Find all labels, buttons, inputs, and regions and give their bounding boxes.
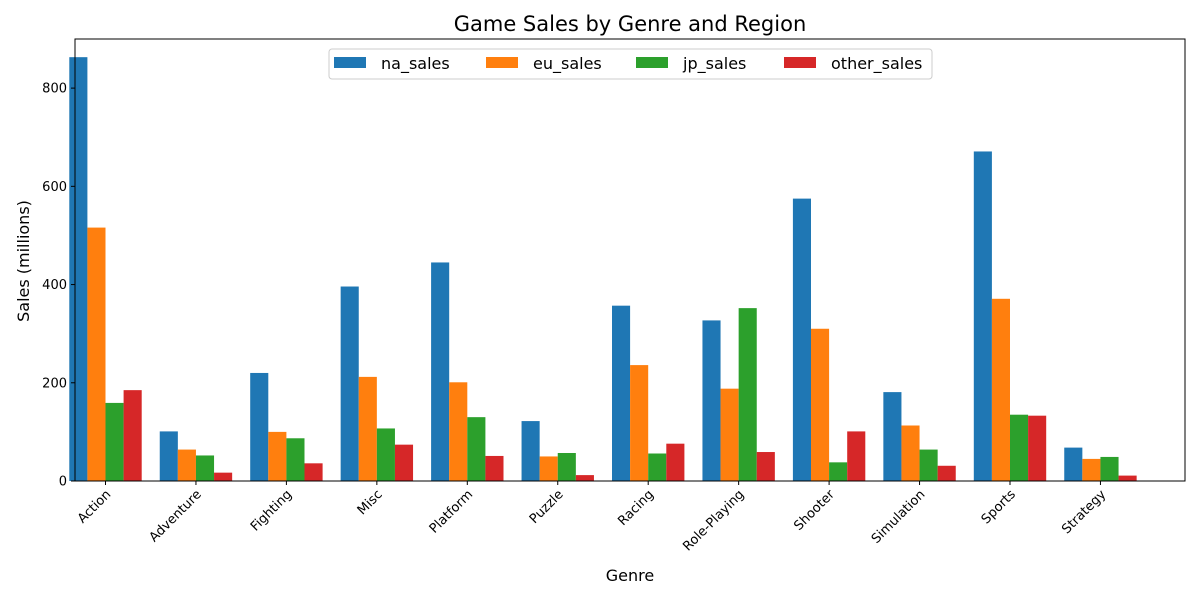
bar-other_sales-strategy [1118, 475, 1137, 481]
bar-na_sales-puzzle [521, 421, 540, 481]
legend-swatch-na_sales [334, 57, 366, 68]
x-axis: Action Adventure Fighting Misc Platform Puzzl… [75, 481, 1109, 554]
bar-eu_sales-adventure [177, 449, 196, 481]
bar-na_sales-platform [431, 262, 450, 481]
bar-jp_sales-role-playing [738, 308, 757, 481]
x-tick-label: Shooter [791, 487, 838, 534]
bar-other_sales-puzzle [575, 475, 594, 481]
x-tick-label: Adventure [147, 487, 205, 545]
bar-na_sales-strategy [1064, 447, 1083, 481]
x-tick-label: Fighting [248, 487, 295, 534]
x-tick-label: Sports [979, 487, 1019, 527]
bar-other_sales-fighting [304, 463, 323, 481]
bar-other_sales-adventure [214, 472, 233, 481]
bar-na_sales-action [69, 57, 88, 481]
y-tick-label: 800 [42, 82, 67, 97]
bar-jp_sales-shooter [829, 462, 848, 481]
y-tick-label: 600 [42, 180, 67, 195]
legend-label-eu_sales: eu_sales [533, 54, 602, 74]
x-tick-label: Platform [427, 487, 476, 536]
legend-swatch-other_sales [784, 57, 816, 68]
bar-jp_sales-fighting [286, 438, 305, 481]
legend-box [328, 48, 933, 80]
bar-other_sales-platform [485, 455, 504, 481]
bar-eu_sales-racing [630, 365, 649, 481]
legend-label-na_sales: na_sales [381, 54, 450, 74]
chart-title: Game Sales by Genre and Region [454, 12, 807, 36]
legend-label-jp_sales: jp_sales [682, 54, 746, 74]
legend-swatch-eu_sales [486, 57, 518, 68]
bar-eu_sales-platform [449, 382, 468, 481]
bar-other_sales-misc [394, 444, 414, 481]
legend-swatch-jp_sales [636, 57, 668, 68]
x-tick-label: Racing [615, 487, 657, 529]
bar-na_sales-misc [340, 286, 359, 481]
bar-jp_sales-action [105, 402, 124, 481]
bar-jp_sales-puzzle [557, 453, 576, 481]
bar-eu_sales-sports [991, 298, 1010, 481]
bar-jp_sales-adventure [195, 455, 215, 481]
x-tick-label: Role-Playing [680, 487, 747, 554]
x-tick-label: Misc [355, 487, 386, 518]
y-axis-label: Sales (millions) [14, 200, 33, 322]
legend-label-other_sales: other_sales [831, 54, 922, 74]
bar-jp_sales-strategy [1100, 456, 1119, 481]
bar-na_sales-shooter [792, 198, 811, 481]
bar-eu_sales-puzzle [539, 456, 558, 481]
bar-na_sales-simulation [883, 392, 902, 481]
bar-jp_sales-sports [1010, 414, 1029, 481]
bar-eu_sales-role-playing [720, 388, 739, 481]
bar-na_sales-adventure [159, 431, 178, 481]
bar-eu_sales-action [87, 227, 106, 481]
bar-other_sales-action [123, 390, 142, 481]
bar-jp_sales-simulation [919, 449, 938, 481]
bar-na_sales-fighting [250, 372, 269, 481]
bar-eu_sales-strategy [1082, 458, 1101, 481]
y-tick-label: 0 [59, 475, 67, 490]
x-tick-label: Action [75, 487, 114, 526]
x-tick-label: Strategy [1059, 487, 1109, 537]
bar-eu_sales-shooter [811, 328, 830, 481]
bar-other_sales-role-playing [756, 452, 775, 481]
bar-na_sales-role-playing [702, 320, 721, 481]
legend: na_sales eu_sales jp_sales other_sales [328, 48, 933, 80]
bar-eu_sales-simulation [901, 425, 920, 481]
x-tick-label: Simulation [869, 487, 929, 547]
bar-jp_sales-racing [648, 453, 667, 481]
y-tick-label: 200 [42, 376, 67, 391]
bar-jp_sales-platform [467, 417, 486, 481]
bar-other_sales-racing [666, 443, 685, 481]
bar-other_sales-shooter [847, 431, 866, 481]
bar-other_sales-simulation [937, 465, 956, 481]
bar-na_sales-sports [973, 151, 992, 481]
y-tick-label: 400 [42, 278, 67, 293]
y-axis: 0 200 400 600 800 [42, 82, 75, 490]
plot-area [69, 38, 1186, 482]
bar-eu_sales-misc [358, 376, 377, 481]
x-tick-label: Puzzle [527, 487, 567, 527]
bar-jp_sales-misc [376, 428, 395, 481]
bar-other_sales-sports [1028, 415, 1047, 481]
plot-frame [74, 38, 1186, 482]
bar-na_sales-racing [612, 305, 631, 481]
x-axis-label: Genre [606, 566, 654, 585]
bar-eu_sales-fighting [268, 431, 287, 481]
